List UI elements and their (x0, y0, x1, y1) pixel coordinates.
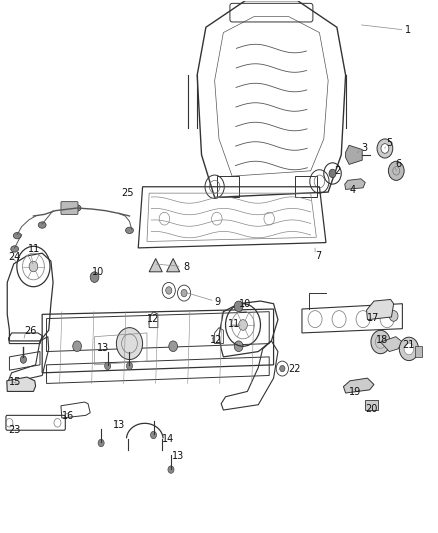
Text: 5: 5 (386, 138, 392, 148)
Circle shape (73, 341, 81, 352)
Polygon shape (367, 300, 394, 320)
Text: 24: 24 (9, 252, 21, 262)
Circle shape (399, 337, 419, 361)
Circle shape (166, 287, 172, 294)
Circle shape (234, 301, 243, 312)
Text: 9: 9 (215, 297, 221, 307)
Text: 15: 15 (9, 377, 21, 387)
Polygon shape (7, 377, 35, 391)
Text: 13: 13 (172, 451, 184, 461)
Polygon shape (381, 337, 403, 352)
Circle shape (389, 311, 398, 321)
Text: 18: 18 (376, 335, 389, 345)
Bar (365, 400, 378, 410)
Circle shape (404, 343, 414, 355)
Circle shape (90, 272, 99, 282)
Polygon shape (346, 146, 362, 165)
Circle shape (127, 362, 133, 369)
Circle shape (381, 144, 389, 154)
Circle shape (117, 328, 143, 360)
Circle shape (371, 330, 390, 354)
Circle shape (389, 161, 404, 180)
Text: 17: 17 (367, 313, 380, 323)
Text: 20: 20 (365, 404, 378, 414)
Text: 26: 26 (25, 326, 37, 336)
Circle shape (29, 261, 38, 272)
Bar (416, 346, 422, 357)
Circle shape (239, 320, 247, 330)
Text: 8: 8 (183, 262, 189, 271)
Circle shape (105, 362, 111, 369)
Text: 3: 3 (361, 143, 367, 154)
Text: 10: 10 (92, 267, 105, 277)
Text: 19: 19 (349, 387, 361, 398)
Text: 22: 22 (288, 364, 300, 374)
Circle shape (169, 341, 177, 352)
Ellipse shape (11, 246, 18, 252)
Text: 7: 7 (315, 251, 321, 261)
Text: 10: 10 (239, 298, 251, 309)
Circle shape (168, 466, 174, 473)
Text: 25: 25 (121, 188, 133, 198)
Text: 21: 21 (403, 340, 415, 350)
Circle shape (377, 139, 393, 158)
Ellipse shape (13, 232, 21, 239)
Circle shape (181, 289, 187, 297)
Polygon shape (166, 259, 180, 272)
Text: 13: 13 (97, 343, 109, 353)
Ellipse shape (126, 227, 134, 233)
Circle shape (234, 341, 243, 352)
Text: 11: 11 (28, 245, 40, 254)
Text: 6: 6 (395, 159, 401, 169)
Ellipse shape (73, 205, 81, 211)
Polygon shape (343, 378, 374, 393)
Text: 16: 16 (62, 411, 74, 422)
Circle shape (98, 439, 104, 447)
Text: 23: 23 (9, 425, 21, 435)
Polygon shape (345, 179, 365, 189)
Text: 12: 12 (147, 313, 159, 324)
Text: 1: 1 (405, 25, 411, 35)
Text: 11: 11 (228, 319, 240, 329)
FancyBboxPatch shape (61, 201, 78, 214)
Text: 4: 4 (350, 185, 356, 196)
Circle shape (150, 431, 156, 439)
Circle shape (280, 366, 285, 372)
Circle shape (20, 356, 26, 364)
Text: 12: 12 (210, 335, 223, 345)
Ellipse shape (38, 222, 46, 228)
Polygon shape (149, 259, 162, 272)
Text: 14: 14 (162, 434, 174, 445)
Circle shape (329, 169, 336, 177)
Text: 13: 13 (113, 420, 125, 430)
Text: 2: 2 (335, 166, 341, 176)
